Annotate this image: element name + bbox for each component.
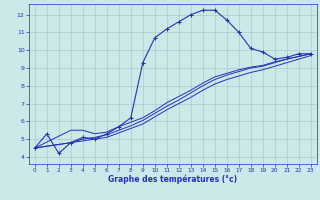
X-axis label: Graphe des températures (°c): Graphe des températures (°c) <box>108 175 237 184</box>
